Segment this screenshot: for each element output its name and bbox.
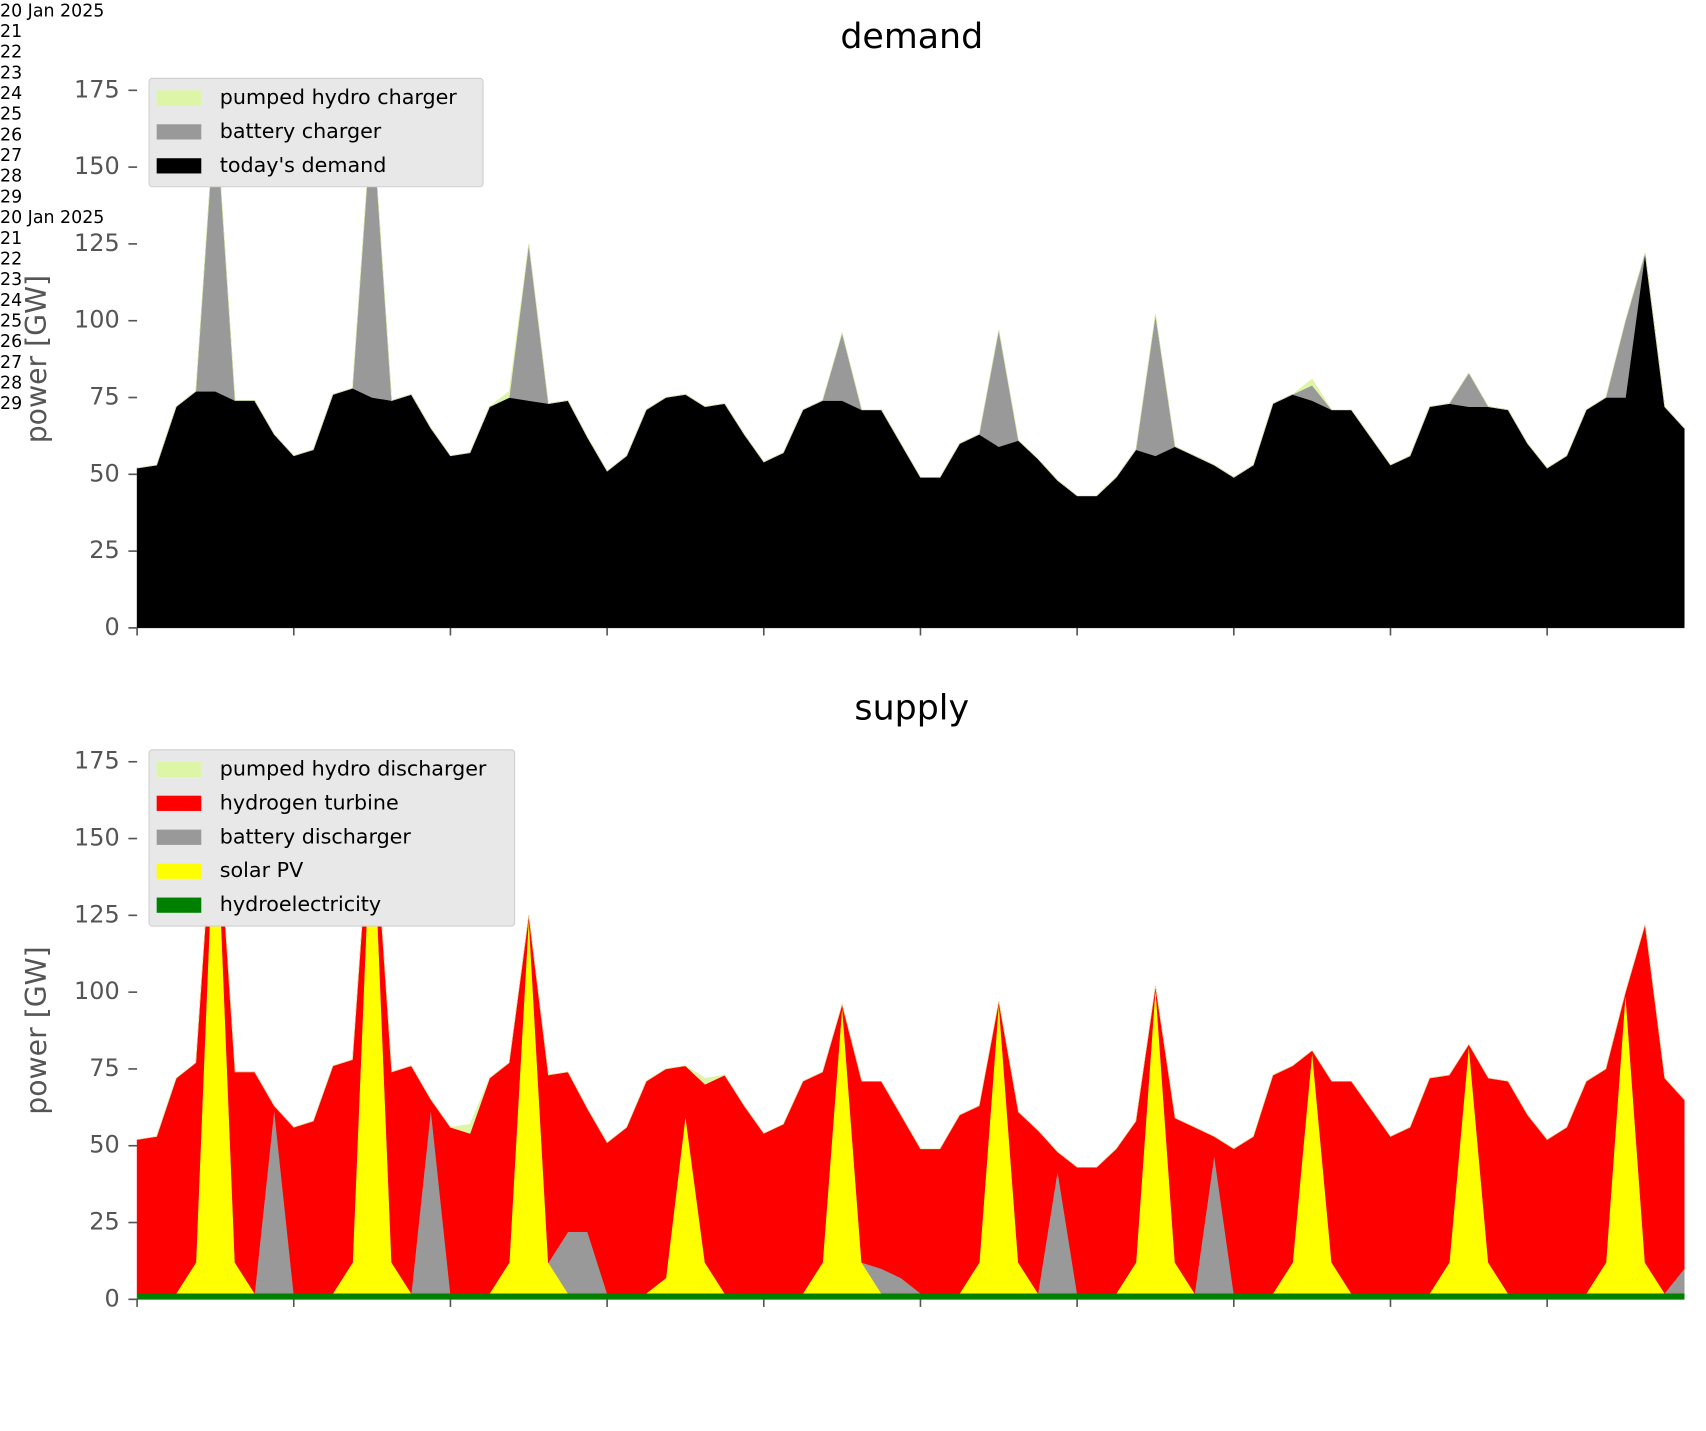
area: [137, 105, 1685, 497]
x-tick-label: 24: [0, 82, 23, 104]
x-tick-label: 26: [0, 330, 23, 352]
y-tick-label: 50: [89, 459, 119, 487]
legend-label: hydrogen turbine: [220, 790, 399, 814]
x-tick-label: 29: [0, 392, 23, 414]
x-tick-label: 22: [0, 41, 23, 63]
legend-swatch: [156, 158, 202, 174]
legend-label: today's demand: [220, 153, 387, 177]
x-tick-label: 20 Jan 2025: [0, 0, 105, 21]
legend-label: pumped hydro charger: [220, 85, 458, 109]
y-tick-label: 175: [74, 747, 120, 775]
area: [137, 777, 1685, 1168]
x-tick-label: 25: [0, 310, 23, 331]
legend-label: pumped hydro discharger: [220, 756, 487, 780]
x-tick-label: 23: [0, 268, 23, 290]
y-tick-label: 25: [89, 1208, 119, 1236]
legend-swatch: [156, 863, 202, 879]
x-tick-label: 20 Jan 2025: [0, 206, 105, 228]
legend-swatch: [156, 761, 202, 777]
x-tick-label: 27: [0, 351, 23, 373]
y-tick-label: 0: [104, 613, 119, 641]
x-tick-label: 26: [0, 124, 23, 145]
y-tick-label: 175: [74, 75, 120, 103]
legend-label: battery charger: [220, 119, 382, 143]
legend-swatch: [156, 795, 202, 811]
y-tick-label: 125: [74, 900, 120, 928]
x-tick-label: 29: [0, 186, 23, 207]
y-axis-label: power [GW]: [20, 946, 53, 1114]
x-tick-label: 25: [0, 103, 23, 125]
legend-box: [148, 77, 484, 188]
legend-swatch: [156, 829, 202, 845]
y-tick-label: 125: [74, 229, 120, 257]
x-tick-label: 23: [0, 62, 23, 83]
y-axis-label: power [GW]: [20, 275, 53, 443]
x-tick-label: 22: [0, 248, 23, 269]
y-tick-label: 100: [74, 306, 120, 334]
legend-swatch: [156, 124, 202, 140]
x-tick-label: 21: [0, 227, 23, 249]
y-tick-label: 100: [74, 977, 120, 1005]
chart-title: supply: [854, 689, 969, 729]
y-tick-label: 25: [89, 536, 119, 564]
x-tick-label: 21: [0, 20, 23, 42]
y-tick-label: 150: [74, 824, 120, 852]
y-tick-label: 0: [104, 1284, 119, 1312]
x-tick-label: 28: [0, 372, 23, 393]
legend-swatch: [156, 897, 202, 913]
y-tick-label: 50: [89, 1131, 119, 1159]
chart-title: demand: [840, 17, 983, 57]
y-tick-label: 75: [89, 383, 119, 411]
y-tick-label: 150: [74, 152, 120, 180]
x-tick-label: 24: [0, 289, 23, 311]
area: [136, 1292, 1685, 1300]
legend-label: hydroelectricity: [220, 892, 381, 916]
x-tick-label: 27: [0, 144, 23, 166]
legend-swatch: [156, 90, 202, 106]
x-tick-label: 28: [0, 165, 23, 187]
legend-box: [148, 749, 516, 927]
legend-label: solar PV: [220, 858, 303, 882]
y-tick-label: 75: [89, 1054, 119, 1082]
legend-label: battery discharger: [220, 824, 412, 848]
